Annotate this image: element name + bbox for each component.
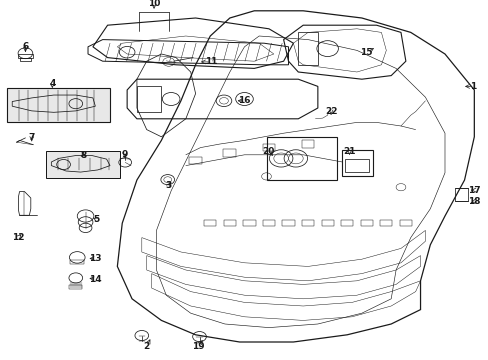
Bar <box>18 54 33 58</box>
Bar <box>204 220 216 226</box>
Text: 13: 13 <box>89 254 102 263</box>
Bar <box>20 58 31 61</box>
Bar <box>243 220 255 226</box>
Text: 14: 14 <box>89 274 102 284</box>
Bar <box>266 137 337 180</box>
Bar <box>399 220 411 226</box>
Bar <box>262 144 275 151</box>
Text: 22: 22 <box>324 107 337 116</box>
Bar <box>69 285 82 289</box>
Text: 15: 15 <box>360 48 372 57</box>
Bar <box>342 150 372 176</box>
Bar <box>223 220 235 226</box>
Text: 10: 10 <box>147 0 160 8</box>
Bar <box>302 220 314 226</box>
Bar <box>189 157 202 164</box>
Bar <box>345 159 368 172</box>
Text: 7: 7 <box>28 133 35 142</box>
Bar <box>454 188 468 201</box>
Text: 4: 4 <box>49 79 56 88</box>
Text: 19: 19 <box>191 342 204 351</box>
Text: 6: 6 <box>22 42 28 51</box>
Text: 18: 18 <box>467 197 480 206</box>
Bar <box>341 220 352 226</box>
Bar <box>282 220 294 226</box>
Text: 17: 17 <box>467 186 480 194</box>
Text: 3: 3 <box>165 181 171 190</box>
Text: 9: 9 <box>121 150 128 158</box>
Text: 5: 5 <box>94 215 100 224</box>
Bar <box>70 260 84 264</box>
Text: 11: 11 <box>204 57 217 66</box>
Text: 16: 16 <box>238 96 250 105</box>
Bar <box>380 220 392 226</box>
Text: 20: 20 <box>261 147 274 156</box>
Bar <box>360 220 372 226</box>
Bar <box>321 220 333 226</box>
Text: 21: 21 <box>343 147 355 156</box>
Text: 1: 1 <box>469 82 475 91</box>
Text: 12: 12 <box>12 233 24 242</box>
Bar <box>263 220 275 226</box>
Text: 2: 2 <box>143 342 149 351</box>
Text: 8: 8 <box>80 151 86 160</box>
Bar <box>7 88 110 122</box>
Bar <box>223 149 236 157</box>
Bar <box>46 151 120 178</box>
Bar <box>301 140 314 148</box>
